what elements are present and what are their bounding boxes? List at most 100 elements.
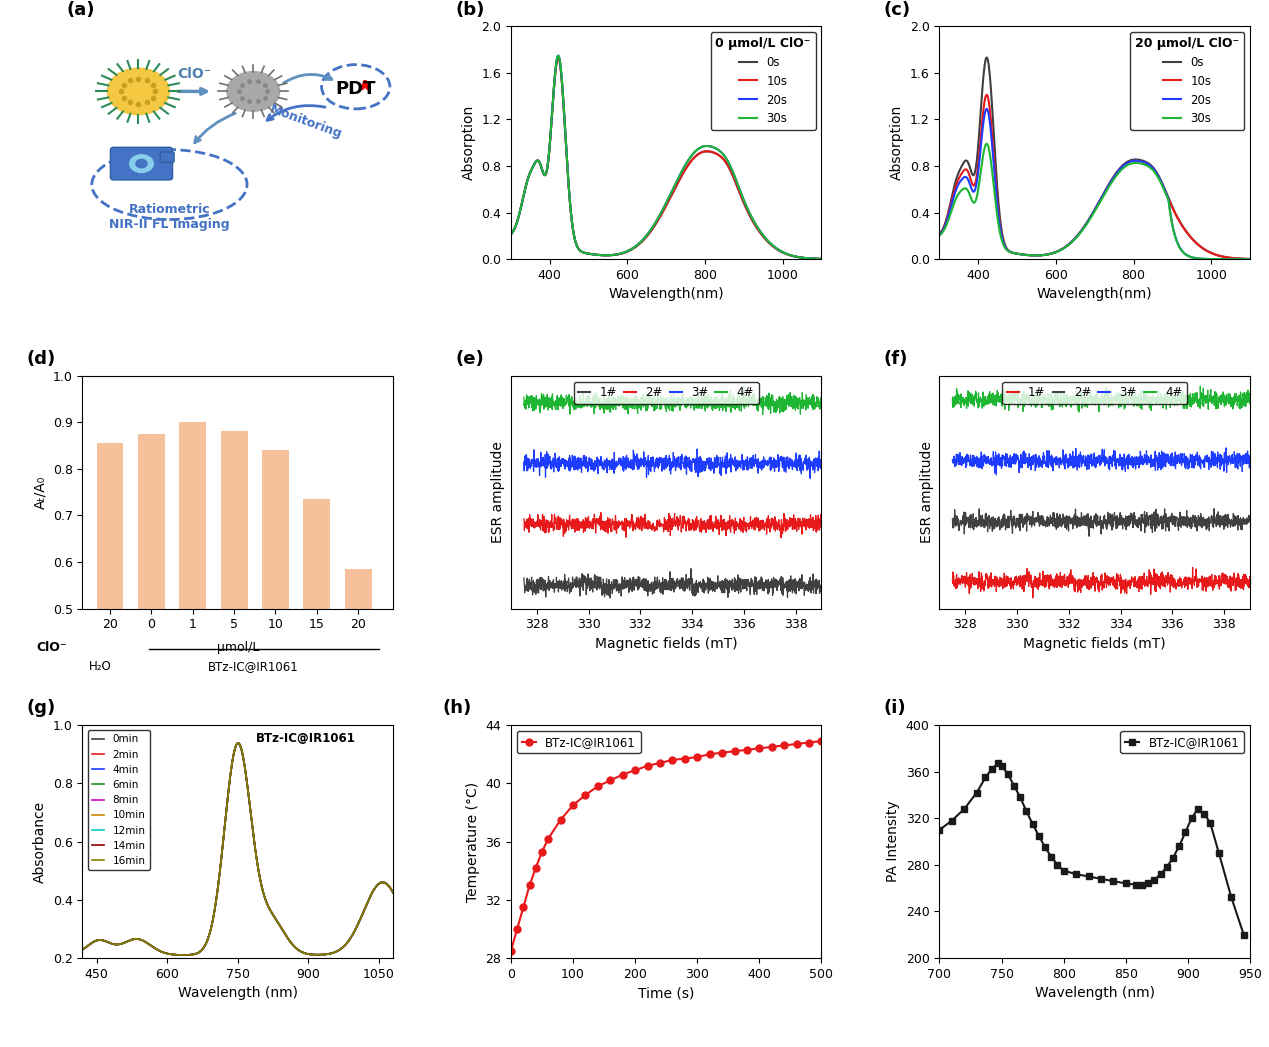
Text: (i): (i)	[883, 699, 906, 717]
X-axis label: Magnetic fields (mT): Magnetic fields (mT)	[595, 637, 737, 651]
16min	[283, 936, 298, 949]
10min	[231, 737, 246, 750]
16min	[75, 943, 90, 956]
10min	[283, 936, 298, 949]
4min	[176, 949, 192, 961]
0s	[1115, 159, 1131, 172]
20s	[504, 228, 519, 241]
30s	[987, 191, 1003, 203]
Y-axis label: Absorbance: Absorbance	[33, 801, 47, 883]
30s	[584, 248, 599, 261]
6min	[386, 886, 401, 898]
2min	[231, 737, 246, 750]
0s	[978, 51, 994, 64]
0s	[931, 228, 947, 241]
20s	[687, 146, 702, 158]
0s	[987, 147, 1003, 159]
Bar	[261, 450, 289, 842]
10s	[987, 165, 1003, 178]
Text: Monitoring: Monitoring	[268, 103, 344, 141]
Y-axis label: ESR amplitude: ESR amplitude	[920, 441, 934, 543]
X-axis label: Wavelength(nm): Wavelength(nm)	[608, 288, 725, 302]
0s	[551, 51, 566, 64]
0min	[75, 943, 90, 956]
Circle shape	[108, 68, 170, 115]
Bar	[221, 430, 247, 842]
Bar	[138, 433, 165, 842]
12min	[283, 936, 298, 949]
8min	[155, 945, 170, 958]
Text: (e): (e)	[456, 350, 483, 367]
10s	[1013, 248, 1028, 261]
Line: 8min: 8min	[82, 743, 393, 955]
30s	[737, 197, 753, 209]
20s	[1115, 160, 1131, 173]
2min	[129, 933, 145, 945]
14min	[176, 949, 192, 961]
Y-axis label: Aₜ/A₀: Aₜ/A₀	[33, 475, 47, 509]
14min	[283, 936, 298, 949]
20s	[1140, 157, 1155, 170]
Text: H₂O: H₂O	[89, 660, 112, 673]
0s	[1072, 225, 1088, 238]
Text: μmol/L: μmol/L	[217, 641, 259, 654]
14min	[129, 933, 145, 945]
16min	[386, 886, 401, 898]
2min	[386, 886, 401, 898]
4min	[231, 737, 246, 750]
Y-axis label: Absorption: Absorption	[462, 105, 476, 180]
10min	[75, 943, 90, 956]
20s	[1072, 226, 1088, 239]
Legend: BTz-IC@IR1061: BTz-IC@IR1061	[1121, 731, 1244, 754]
12min	[231, 737, 246, 750]
30s	[1166, 225, 1181, 238]
Line: 16min: 16min	[82, 743, 393, 955]
8min	[176, 949, 192, 961]
0min	[176, 949, 192, 961]
30s	[645, 222, 660, 235]
30s	[1242, 252, 1258, 265]
Text: (f): (f)	[883, 350, 907, 367]
4min	[155, 945, 170, 958]
6min	[216, 832, 231, 845]
0min	[129, 933, 145, 945]
8min	[310, 949, 325, 961]
12min	[216, 832, 231, 845]
Text: (c): (c)	[883, 1, 911, 19]
10s	[645, 223, 660, 236]
10min	[216, 832, 231, 845]
X-axis label: Time (s): Time (s)	[638, 986, 694, 1000]
10s	[1166, 204, 1181, 217]
Line: 6min: 6min	[82, 743, 393, 955]
20s	[551, 49, 566, 62]
16min	[176, 949, 192, 961]
Bar	[179, 422, 206, 842]
14min	[310, 949, 325, 961]
2min	[283, 936, 298, 949]
10s	[558, 147, 574, 159]
X-axis label: Wavelength (nm): Wavelength (nm)	[1034, 986, 1155, 1000]
0s	[558, 147, 574, 159]
Legend: 0min, 2min, 4min, 6min, 8min, 10min, 12min, 14min, 16min: 0min, 2min, 4min, 6min, 8min, 10min, 12m…	[88, 730, 150, 870]
30s	[711, 144, 726, 157]
0s	[1166, 204, 1181, 217]
0s	[737, 200, 753, 213]
10s	[504, 228, 519, 241]
4min	[216, 832, 231, 845]
FancyBboxPatch shape	[160, 152, 174, 162]
30s	[504, 228, 519, 241]
20s	[1013, 248, 1028, 261]
12min	[259, 896, 274, 909]
4min	[310, 949, 325, 961]
6min	[310, 949, 325, 961]
10min	[386, 886, 401, 898]
20s	[813, 252, 829, 265]
2min	[216, 832, 231, 845]
20s	[584, 248, 599, 261]
16min	[259, 896, 274, 909]
8min	[231, 737, 246, 750]
2min	[75, 943, 90, 956]
0s	[1013, 248, 1028, 261]
Line: 0min: 0min	[82, 743, 393, 955]
12min	[310, 949, 325, 961]
